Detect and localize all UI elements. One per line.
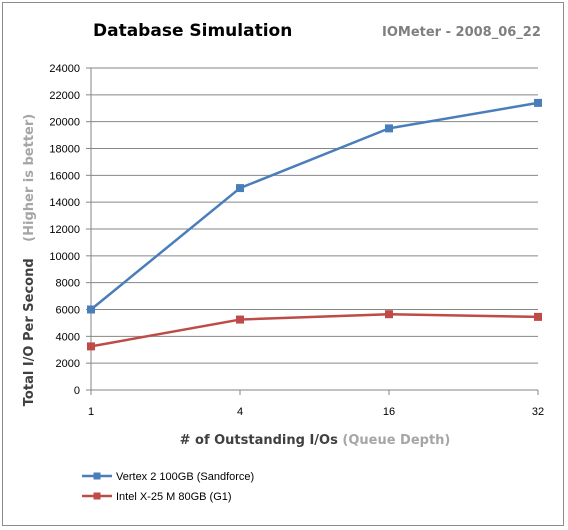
y-axis-ticks: 0 2000 4000 6000 8000 10000 12000 14000 16000 180… bbox=[49, 63, 91, 397]
y-tick-label: 10000 bbox=[49, 251, 80, 263]
data-point bbox=[534, 98, 542, 107]
y-tick-label: 2000 bbox=[56, 358, 80, 370]
chart-subtitle: IOMeter - 2008_06_22 bbox=[382, 25, 541, 40]
data-point bbox=[87, 305, 95, 314]
series-line bbox=[90, 312, 539, 348]
y-tick-label: 18000 bbox=[49, 144, 80, 156]
data-point bbox=[534, 312, 542, 321]
chart-title: Database Simulation bbox=[93, 21, 292, 41]
y-tick-label: 14000 bbox=[49, 197, 80, 209]
series-1 bbox=[87, 98, 542, 314]
data-point bbox=[87, 342, 95, 351]
chart-frame bbox=[2, 2, 564, 526]
y-tick-label: 4000 bbox=[56, 331, 80, 343]
y-tick-label: 16000 bbox=[49, 170, 80, 182]
y-axis-title-note: (Higher is better) bbox=[22, 114, 37, 242]
legend-marker bbox=[93, 472, 101, 480]
legend: Vertex 2 100GB (Sandforce) Intel X-25 M 8… bbox=[82, 471, 254, 503]
legend-label: Intel X-25 M 80GB (G1) bbox=[116, 491, 232, 503]
x-axis-title-main: # of Outstanding I/Os bbox=[180, 433, 339, 448]
y-tick-label: 20000 bbox=[49, 117, 80, 129]
series-group bbox=[87, 98, 542, 351]
y-axis-title: Total I/O Per Second (Higher is better) bbox=[22, 114, 37, 406]
y-tick-label: 0 bbox=[74, 385, 80, 397]
x-axis-title-note: (Queue Depth) bbox=[342, 433, 450, 448]
x-axis-ticks: 1 4 16 32 bbox=[88, 390, 544, 418]
legend-marker bbox=[93, 492, 101, 500]
series-line bbox=[90, 101, 539, 311]
x-tick-label: 16 bbox=[383, 406, 395, 418]
y-tick-label: 6000 bbox=[56, 305, 80, 317]
data-point bbox=[236, 184, 244, 193]
series-2 bbox=[87, 310, 542, 351]
y-tick-label: 12000 bbox=[49, 224, 80, 236]
data-point bbox=[385, 310, 393, 319]
legend-item-2: Intel X-25 M 80GB (G1) bbox=[82, 491, 232, 503]
x-tick-label: 4 bbox=[237, 406, 243, 418]
data-point bbox=[236, 315, 244, 324]
x-tick-label: 1 bbox=[88, 406, 94, 418]
data-point bbox=[385, 124, 393, 133]
y-tick-label: 8000 bbox=[56, 278, 80, 290]
y-tick-label: 24000 bbox=[49, 63, 80, 75]
y-tick-label: 22000 bbox=[49, 90, 80, 102]
legend-label: Vertex 2 100GB (Sandforce) bbox=[116, 471, 254, 483]
legend-item-1: Vertex 2 100GB (Sandforce) bbox=[82, 471, 254, 483]
x-tick-label: 32 bbox=[532, 406, 544, 418]
y-axis-title-main: Total I/O Per Second bbox=[22, 258, 37, 406]
x-axis-title: # of Outstanding I/Os (Queue Depth) bbox=[180, 433, 451, 448]
gridlines bbox=[90, 67, 538, 391]
